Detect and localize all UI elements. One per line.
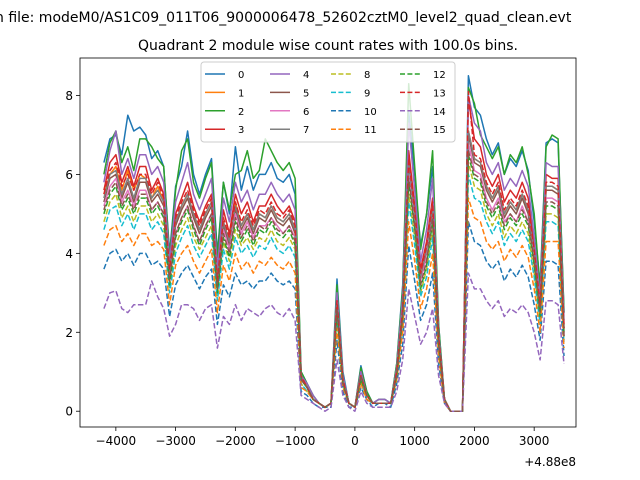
figure-suptitle: n file: modeM0/AS1C09_011T06_9000006478_… — [0, 10, 572, 26]
legend-label-9: 9 — [364, 88, 370, 99]
legend-label-11: 11 — [364, 125, 377, 136]
x-offset-text: +4.88e8 — [524, 455, 576, 469]
series-line-12 — [103, 153, 565, 412]
legend-label-10: 10 — [364, 107, 377, 118]
chart-title: Quadrant 2 module wise count rates with … — [138, 38, 518, 54]
legend-label-8: 8 — [364, 70, 370, 81]
series-layer — [103, 75, 565, 412]
x-tick-label: −2000 — [215, 434, 256, 448]
axes-frame — [79, 57, 577, 428]
legend-label-15: 15 — [433, 125, 446, 136]
x-tick-label: −4000 — [96, 434, 137, 448]
x-tick-label: 0 — [351, 434, 359, 448]
x-tick-label: −1000 — [275, 434, 316, 448]
legend-label-12: 12 — [433, 70, 446, 81]
legend-label-1: 1 — [238, 88, 244, 99]
series-line-15 — [103, 149, 565, 412]
legend-frame — [200, 61, 456, 143]
x-tick-label: 3000 — [519, 434, 550, 448]
legend-label-4: 4 — [303, 70, 309, 81]
y-tick-label: 6 — [65, 168, 73, 182]
legend-label-2: 2 — [238, 107, 244, 118]
y-tick-label: 0 — [65, 405, 73, 419]
x-axis: −4000 −3000 −2000 −1000 0 1000 2000 3000 — [96, 427, 550, 448]
y-tick-label: 4 — [65, 247, 73, 261]
legend-label-7: 7 — [303, 125, 309, 136]
x-tick-label: −3000 — [155, 434, 196, 448]
legend-label-14: 14 — [433, 107, 446, 118]
y-tick-label: 2 — [65, 326, 73, 340]
legend-label-3: 3 — [238, 125, 244, 136]
legend-label-6: 6 — [303, 107, 309, 118]
legend-label-5: 5 — [303, 88, 309, 99]
legend-label-13: 13 — [433, 88, 446, 99]
series-line-14 — [103, 272, 565, 412]
y-axis: 0 2 4 6 8 — [65, 89, 80, 419]
legend-label-0: 0 — [238, 70, 244, 81]
x-tick-label: 1000 — [399, 434, 430, 448]
y-tick-label: 8 — [65, 89, 73, 103]
x-tick-label: 2000 — [459, 434, 490, 448]
plot-area: −4000 −3000 −2000 −1000 0 1000 2000 3000 0 2 4 6 8 — [65, 57, 577, 448]
